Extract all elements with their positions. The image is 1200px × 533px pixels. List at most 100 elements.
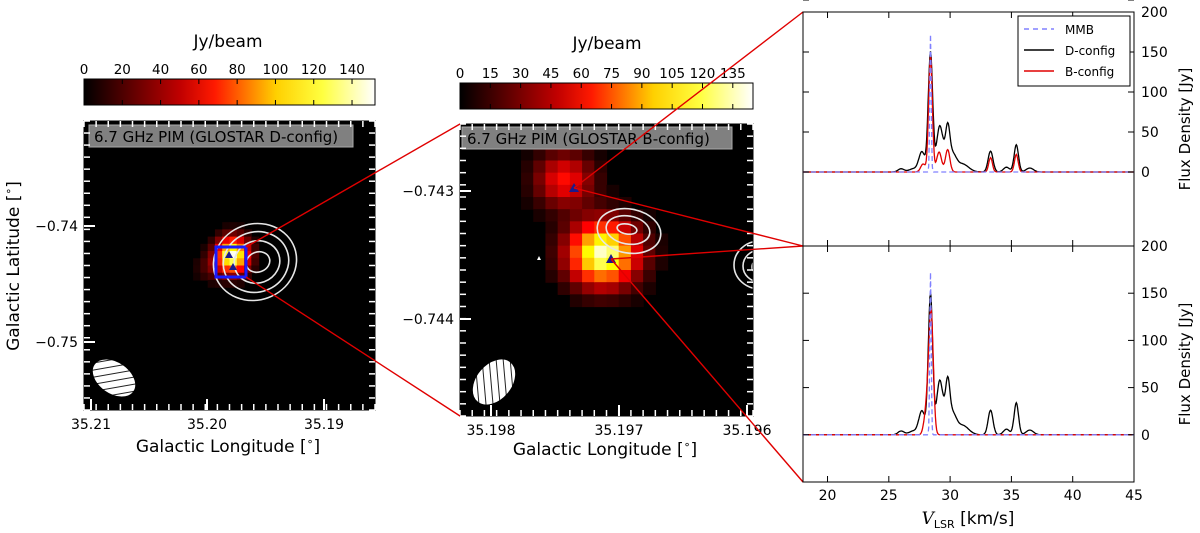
map-pixel — [545, 148, 559, 162]
map-pixel — [533, 160, 547, 174]
map-pixel — [229, 229, 238, 238]
map-pixel — [222, 236, 231, 245]
map-pixel — [582, 245, 595, 259]
spectrum-bottom-ytick-label: 200 — [1141, 239, 1168, 255]
map-pixel — [630, 209, 644, 222]
map-pixel — [606, 221, 620, 235]
map-pixel — [244, 258, 252, 267]
map-ytick-label: −0.744 — [402, 312, 454, 328]
map-pixel — [643, 257, 656, 271]
map-pixel — [207, 272, 216, 281]
beam-ellipse-2 — [471, 358, 517, 406]
source-marker-2c — [537, 256, 541, 260]
colorbar-tick-label: 80 — [229, 62, 246, 78]
map-pixel — [606, 184, 620, 198]
map-pixel — [193, 272, 201, 281]
map-pixel — [569, 245, 583, 259]
colorbar-tick-label: 120 — [690, 66, 716, 82]
map-pixel — [521, 184, 534, 198]
map-pixel — [594, 197, 608, 210]
map-pixel — [207, 243, 216, 252]
spectrum-bottom-ytick-label: 150 — [1141, 286, 1168, 302]
map-pixel — [236, 251, 245, 259]
map-pixel — [594, 221, 608, 235]
map-pixel — [222, 229, 231, 238]
map-pixel — [582, 270, 595, 283]
map-pixel — [207, 251, 216, 259]
map-pixel — [557, 282, 571, 295]
map-pixel — [229, 222, 238, 230]
map-pixel — [606, 282, 620, 295]
map-pixel — [582, 257, 595, 271]
colorbar-1-label: Jy/beam — [192, 32, 262, 52]
map-pixel — [222, 265, 231, 274]
map-pixel — [618, 282, 632, 295]
map-pixel — [545, 209, 559, 222]
source-marker-1b — [229, 263, 237, 270]
spectrum-xtick-label: 45 — [1125, 488, 1143, 504]
colorbar-1-ticks: 0 20 40 60 80 100 120 140 — [80, 62, 365, 105]
colorbar-tick-label: 0 — [80, 62, 89, 78]
spectrum-top-ytick-label: 50 — [1141, 125, 1159, 141]
map-pixel — [630, 245, 644, 259]
map-pixel — [222, 251, 231, 259]
map-pixel — [569, 257, 583, 271]
map-pixel — [557, 197, 571, 210]
legend: MMB D-config B-config — [1017, 15, 1131, 87]
spectrum-bottom — [803, 272, 1134, 436]
map-pixel — [533, 197, 547, 210]
map-pixel — [618, 294, 632, 308]
map-2-xlabel: Galactic Longitude [∘] — [513, 438, 697, 460]
map-pixel — [214, 236, 223, 245]
colorbar-tick-label: 105 — [659, 66, 685, 82]
map-pixel — [200, 272, 209, 281]
map-pixel — [606, 245, 620, 259]
map-pixel — [545, 184, 559, 198]
map-pixel — [251, 265, 260, 274]
map-1-xlabel: Galactic Longitude [∘] — [136, 435, 320, 457]
map-pixel — [200, 243, 209, 252]
colorbar-tick-label: 60 — [190, 62, 207, 78]
map-pixel — [251, 251, 260, 259]
colorbar-tick-label: 140 — [339, 62, 365, 78]
map-pixel — [557, 257, 571, 271]
map-pixel — [582, 294, 595, 308]
map-xtick-label: 35.20 — [187, 417, 227, 433]
map-pixel — [236, 279, 245, 288]
beam-ellipse-1 — [91, 358, 137, 398]
map-pixel — [630, 221, 644, 235]
map-pixel — [214, 258, 223, 267]
panel-2-label-bg — [461, 126, 733, 150]
map-xtick-label: 35.21 — [71, 417, 111, 433]
panel-1-label-bg — [88, 124, 354, 148]
map-pixel — [236, 236, 245, 245]
map-pixel — [222, 222, 231, 230]
map-pixel — [229, 251, 238, 259]
colorbar-tick-label: 60 — [573, 66, 590, 82]
map-xtick-label: 35.197 — [595, 423, 644, 439]
map-pixel — [582, 172, 595, 186]
spectrum-bottom-ylabel: Flux Density [Jy] — [1176, 303, 1194, 426]
series-mmb-top — [803, 34, 1134, 173]
map-pixel — [207, 265, 216, 274]
map-pixel — [582, 282, 595, 295]
colorbar-tick-label: 15 — [482, 66, 499, 82]
map-pixel — [251, 258, 260, 267]
colorbar-tick-label: 20 — [114, 62, 131, 78]
colorbar-tick-label: 135 — [720, 66, 746, 82]
series-mmb-bottom — [803, 272, 1134, 436]
colorbar-2-label: Jy/beam — [571, 34, 641, 54]
map-pixel — [557, 184, 571, 198]
map-pixel — [569, 172, 583, 186]
map-pixel — [569, 221, 583, 235]
spectrum-xtick-label: 20 — [819, 488, 837, 504]
map-pixel — [222, 279, 231, 288]
colorbar-tick-label: 0 — [456, 66, 465, 82]
spectrum-top-ytick-label: 150 — [1141, 45, 1168, 61]
spectrum-xtick-label: 25 — [880, 488, 898, 504]
map-pixel — [582, 160, 595, 174]
map-pixel — [606, 270, 620, 283]
panel-d-config: Jy/beam 0 20 40 60 80 100 120 140 6.7 GHz PIM (… — [2, 32, 376, 457]
spectrum-bottom-ytick-label: 0 — [1141, 428, 1150, 444]
map-2-axes: 35.198 35.197 35.196 −0.743 −0.744 — [402, 123, 772, 439]
